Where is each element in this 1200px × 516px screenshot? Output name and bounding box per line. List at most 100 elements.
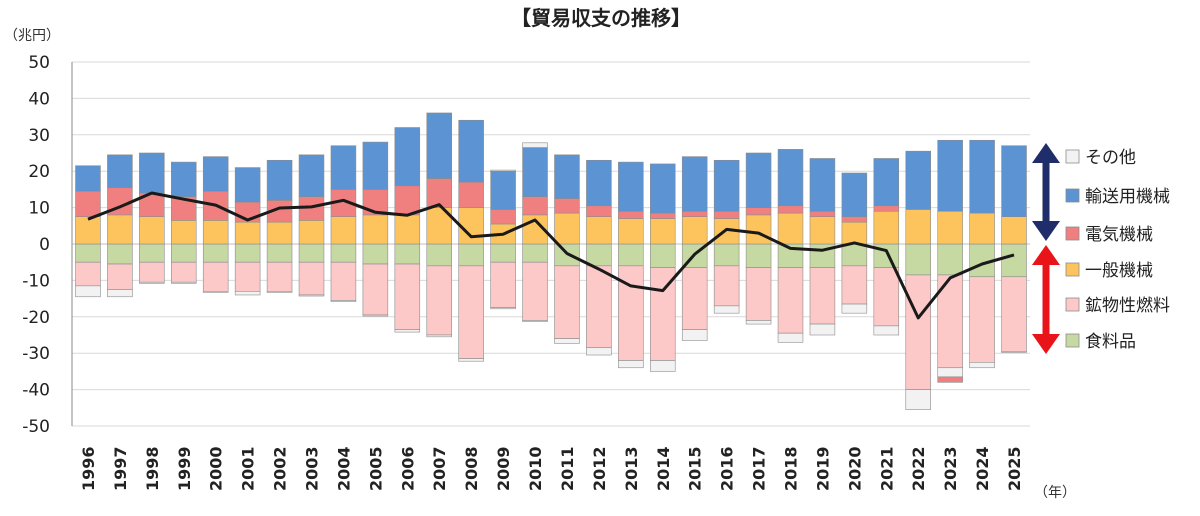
- bar-gen-2002: [267, 222, 292, 244]
- x-tick-label: 2008: [462, 446, 481, 491]
- x-tick-label: 2025: [1005, 446, 1024, 491]
- x-tick-label: 2019: [813, 446, 832, 491]
- bar-gen-2008: [459, 208, 484, 244]
- bar-fuel-2002: [267, 262, 292, 291]
- bar-fuel-2012: [586, 266, 611, 348]
- bar-elec-2016: [714, 211, 739, 218]
- bar-other_pos-2009: [491, 170, 516, 171]
- bar-fuel-2016: [714, 266, 739, 306]
- bar-elec-2010: [523, 197, 548, 215]
- legend-label: 輸送用機械: [1085, 187, 1170, 207]
- x-tick-label: 2000: [207, 446, 226, 491]
- bar-other_neg-2021: [874, 326, 899, 335]
- bar-gen-2025: [1002, 217, 1027, 244]
- bar-other_neg-2011: [555, 339, 580, 344]
- bar-trans-2020: [842, 173, 867, 217]
- bar-other_neg-1996: [76, 286, 101, 297]
- bar-trans-2022: [906, 151, 931, 209]
- x-tick-label: 1997: [111, 446, 130, 491]
- bar-fuel-2022: [906, 275, 931, 390]
- bar-food-2017: [746, 244, 771, 268]
- bar-trans-2003: [299, 155, 324, 197]
- x-tick-label: 2010: [526, 446, 545, 491]
- bar-gen-2000: [203, 220, 228, 244]
- legend-label: 電気機械: [1085, 225, 1153, 245]
- x-axis-unit-label: （年）: [1034, 485, 1076, 501]
- x-tick-label: 2012: [590, 446, 609, 491]
- bar-trans-2001: [235, 168, 260, 203]
- bar-trans-2018: [778, 149, 803, 205]
- bar-food-1997: [107, 244, 132, 264]
- bar-fuel-2025: [1002, 277, 1027, 352]
- bar-food-1999: [171, 244, 196, 262]
- bar-fuel-2007: [427, 266, 452, 335]
- bar-trans-2014: [650, 164, 675, 213]
- bar-elec-2021: [874, 206, 899, 211]
- bar-food-2004: [331, 244, 356, 262]
- bar-other_neg-2007: [427, 335, 452, 337]
- legend-item: 電気機械: [1066, 225, 1153, 245]
- bar-fuel-2024: [970, 277, 995, 363]
- bar-elec-2015: [682, 211, 707, 216]
- bar-fuel-2006: [395, 264, 420, 330]
- y-axis-unit-label: （兆円）: [4, 28, 60, 44]
- bar-trans-2004: [331, 146, 356, 190]
- x-tick-label: 2015: [686, 446, 705, 491]
- bar-gen-2004: [331, 217, 356, 244]
- bar-elec-2014: [650, 213, 675, 218]
- bar-food-2023: [938, 244, 963, 275]
- bar-gen-2023: [938, 211, 963, 244]
- bar-other_neg-2002: [267, 291, 292, 292]
- bar-food-2016: [714, 244, 739, 266]
- x-tick-label: 2014: [654, 446, 673, 491]
- legend-label: 一般機械: [1085, 261, 1153, 281]
- x-tick-label: 2023: [941, 446, 960, 491]
- x-tick-label: 2017: [750, 446, 769, 491]
- bar-fuel-1996: [76, 262, 101, 286]
- bar-other_neg-2012: [586, 348, 611, 355]
- bar-other_neg-2013: [618, 360, 643, 367]
- bar-fuel-2000: [203, 262, 228, 291]
- bar-gen-2001: [235, 222, 260, 244]
- x-tick-label: 2016: [718, 446, 737, 491]
- bar-elec-2012: [586, 206, 611, 217]
- bar-other_neg-1999: [171, 282, 196, 283]
- bar-trans-2015: [682, 157, 707, 212]
- bar-elec-2011: [555, 199, 580, 214]
- bar-trans-2006: [395, 128, 420, 186]
- bar-other_neg-2018: [778, 333, 803, 342]
- x-tick-label: 2020: [845, 446, 864, 491]
- bar-gen-2020: [842, 222, 867, 244]
- legend-swatch: [1066, 150, 1079, 163]
- legend-item: その他: [1066, 148, 1136, 168]
- y-tick-label: -50: [22, 417, 50, 437]
- legend-item: 食料品: [1066, 332, 1136, 352]
- y-tick-label: 20: [28, 162, 50, 182]
- x-tick-label: 2002: [271, 446, 290, 491]
- bar-food-2008: [459, 244, 484, 266]
- bar-fuel-2003: [299, 262, 324, 295]
- bar-other_neg-2023: [938, 368, 963, 377]
- x-tick-label: 2006: [398, 446, 417, 491]
- bar-other_neg-2016: [714, 306, 739, 313]
- x-tick-label: 2013: [622, 446, 641, 491]
- bar-trans-2013: [618, 162, 643, 211]
- bar-food-2003: [299, 244, 324, 262]
- bar-elec-1996: [76, 191, 101, 216]
- legend-item: 輸送用機械: [1066, 187, 1170, 207]
- bar-series: [76, 113, 1027, 410]
- bar-trans-2007: [427, 113, 452, 179]
- legend-label: 食料品: [1085, 332, 1136, 352]
- bar-gen-2021: [874, 211, 899, 244]
- bar-fuel-2008: [459, 266, 484, 359]
- bar-other_pos-2010: [523, 143, 548, 148]
- bar-elec-2006: [395, 186, 420, 215]
- bar-food-1998: [139, 244, 164, 262]
- bar-elec-2008: [459, 182, 484, 207]
- x-tick-label: 2024: [973, 446, 992, 491]
- bar-trans-2016: [714, 160, 739, 211]
- bar-food-1996: [76, 244, 101, 262]
- bar-fuel-2019: [810, 268, 835, 324]
